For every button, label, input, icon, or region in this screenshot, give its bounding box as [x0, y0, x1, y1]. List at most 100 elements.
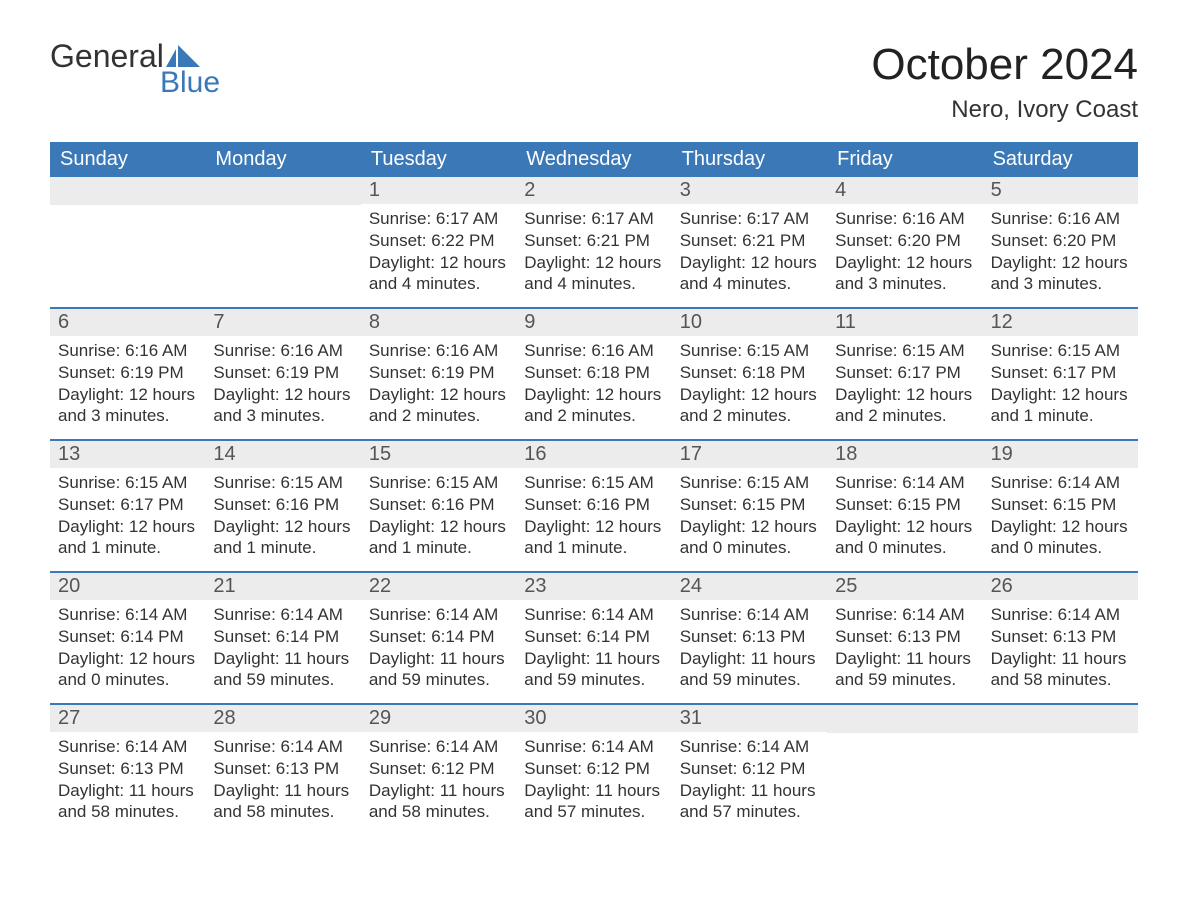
day-number: 20	[50, 573, 205, 600]
day-number: 21	[205, 573, 360, 600]
day-details: Sunrise: 6:14 AMSunset: 6:14 PMDaylight:…	[361, 604, 516, 691]
calendar-body: 1 Sunrise: 6:17 AMSunset: 6:22 PMDaylight…	[50, 177, 1138, 835]
day-details: Sunrise: 6:14 AMSunset: 6:13 PMDaylight:…	[205, 736, 360, 823]
week-row: 1 Sunrise: 6:17 AMSunset: 6:22 PMDaylight…	[50, 177, 1138, 307]
day-cell: 4Sunrise: 6:16 AMSunset: 6:20 PMDaylight…	[827, 177, 982, 307]
day-details: Sunrise: 6:16 AMSunset: 6:19 PMDaylight:…	[361, 340, 516, 427]
day-number: 25	[827, 573, 982, 600]
weekday-header-row: SundayMondayTuesdayWednesdayThursdayFrid…	[50, 142, 1138, 177]
weekday-tuesday: Tuesday	[361, 142, 516, 177]
brand-word-1: General	[50, 40, 164, 72]
day-number	[50, 177, 205, 205]
day-details: Sunrise: 6:14 AMSunset: 6:13 PMDaylight:…	[827, 604, 982, 691]
day-details: Sunrise: 6:15 AMSunset: 6:15 PMDaylight:…	[672, 472, 827, 559]
day-cell: 2 Sunrise: 6:17 AMSunset: 6:21 PMDaylight…	[516, 177, 671, 307]
weekday-monday: Monday	[205, 142, 360, 177]
day-cell: 25 Sunrise: 6:14 AMSunset: 6:13 PMDayligh…	[827, 573, 982, 703]
day-cell: 13Sunrise: 6:15 AMSunset: 6:17 PMDayligh…	[50, 441, 205, 571]
day-number: 26	[983, 573, 1138, 600]
day-details: Sunrise: 6:15 AMSunset: 6:17 PMDaylight:…	[827, 340, 982, 427]
day-details: Sunrise: 6:16 AMSunset: 6:19 PMDaylight:…	[205, 340, 360, 427]
day-details: Sunrise: 6:14 AMSunset: 6:15 PMDaylight:…	[983, 472, 1138, 559]
day-cell: 1 Sunrise: 6:17 AMSunset: 6:22 PMDaylight…	[361, 177, 516, 307]
brand-word-2: Blue	[160, 68, 220, 98]
day-number: 5	[983, 177, 1138, 204]
day-number: 14	[205, 441, 360, 468]
day-cell	[50, 177, 205, 307]
day-details: Sunrise: 6:15 AMSunset: 6:16 PMDaylight:…	[205, 472, 360, 559]
day-number: 29	[361, 705, 516, 732]
day-cell: 9Sunrise: 6:16 AMSunset: 6:18 PMDaylight…	[516, 309, 671, 439]
day-number: 9	[516, 309, 671, 336]
week-row: 27Sunrise: 6:14 AMSunset: 6:13 PMDayligh…	[50, 703, 1138, 835]
day-details: Sunrise: 6:14 AMSunset: 6:12 PMDaylight:…	[516, 736, 671, 823]
day-cell: 3Sunrise: 6:17 AMSunset: 6:21 PMDaylight…	[672, 177, 827, 307]
day-details: Sunrise: 6:15 AMSunset: 6:17 PMDaylight:…	[983, 340, 1138, 427]
day-cell: 10Sunrise: 6:15 AMSunset: 6:18 PMDayligh…	[672, 309, 827, 439]
month-title: October 2024	[871, 40, 1138, 90]
day-cell: 15Sunrise: 6:15 AMSunset: 6:16 PMDayligh…	[361, 441, 516, 571]
day-cell: 12 Sunrise: 6:15 AMSunset: 6:17 PMDayligh…	[983, 309, 1138, 439]
day-details: Sunrise: 6:14 AMSunset: 6:15 PMDaylight:…	[827, 472, 982, 559]
day-cell	[983, 705, 1138, 835]
day-number: 17	[672, 441, 827, 468]
day-details: Sunrise: 6:15 AMSunset: 6:16 PMDaylight:…	[516, 472, 671, 559]
day-cell: 7 Sunrise: 6:16 AMSunset: 6:19 PMDaylight…	[205, 309, 360, 439]
day-details: Sunrise: 6:17 AMSunset: 6:22 PMDaylight:…	[361, 208, 516, 295]
day-number: 22	[361, 573, 516, 600]
day-number: 1	[361, 177, 516, 204]
day-number: 28	[205, 705, 360, 732]
day-number: 30	[516, 705, 671, 732]
day-details: Sunrise: 6:14 AMSunset: 6:14 PMDaylight:…	[50, 604, 205, 691]
day-cell: 28 Sunrise: 6:14 AMSunset: 6:13 PMDayligh…	[205, 705, 360, 835]
day-cell: 5 Sunrise: 6:16 AMSunset: 6:20 PMDaylight…	[983, 177, 1138, 307]
day-number: 7	[205, 309, 360, 336]
day-number: 8	[361, 309, 516, 336]
day-number: 16	[516, 441, 671, 468]
day-details: Sunrise: 6:14 AMSunset: 6:12 PMDaylight:…	[672, 736, 827, 823]
day-number: 12	[983, 309, 1138, 336]
day-details: Sunrise: 6:17 AMSunset: 6:21 PMDaylight:…	[516, 208, 671, 295]
day-number: 3	[672, 177, 827, 204]
day-number: 27	[50, 705, 205, 732]
day-cell	[827, 705, 982, 835]
week-row: 13Sunrise: 6:15 AMSunset: 6:17 PMDayligh…	[50, 439, 1138, 571]
day-number	[983, 705, 1138, 733]
day-details: Sunrise: 6:14 AMSunset: 6:14 PMDaylight:…	[205, 604, 360, 691]
day-cell: 20 Sunrise: 6:14 AMSunset: 6:14 PMDayligh…	[50, 573, 205, 703]
day-cell: 27 Sunrise: 6:14 AMSunset: 6:13 PMDayligh…	[50, 705, 205, 835]
day-details: Sunrise: 6:14 AMSunset: 6:13 PMDaylight:…	[672, 604, 827, 691]
day-number: 2	[516, 177, 671, 204]
calendar: SundayMondayTuesdayWednesdayThursdayFrid…	[50, 142, 1138, 835]
day-cell: 6Sunrise: 6:16 AMSunset: 6:19 PMDaylight…	[50, 309, 205, 439]
day-number: 19	[983, 441, 1138, 468]
day-cell: 21 Sunrise: 6:14 AMSunset: 6:14 PMDayligh…	[205, 573, 360, 703]
header: General Blue October 2024 Nero, Ivory Co…	[50, 40, 1138, 124]
brand-logo: General Blue	[50, 40, 220, 98]
day-number: 15	[361, 441, 516, 468]
day-number: 23	[516, 573, 671, 600]
weekday-sunday: Sunday	[50, 142, 205, 177]
day-number: 13	[50, 441, 205, 468]
day-details: Sunrise: 6:16 AMSunset: 6:20 PMDaylight:…	[983, 208, 1138, 295]
day-number: 6	[50, 309, 205, 336]
day-cell: 29Sunrise: 6:14 AMSunset: 6:12 PMDayligh…	[361, 705, 516, 835]
day-number: 31	[672, 705, 827, 732]
day-cell: 26 Sunrise: 6:14 AMSunset: 6:13 PMDayligh…	[983, 573, 1138, 703]
day-cell: 19 Sunrise: 6:14 AMSunset: 6:15 PMDayligh…	[983, 441, 1138, 571]
day-cell: 31 Sunrise: 6:14 AMSunset: 6:12 PMDayligh…	[672, 705, 827, 835]
day-details: Sunrise: 6:14 AMSunset: 6:13 PMDaylight:…	[983, 604, 1138, 691]
week-row: 6Sunrise: 6:16 AMSunset: 6:19 PMDaylight…	[50, 307, 1138, 439]
flag-icon	[166, 45, 200, 67]
day-number: 10	[672, 309, 827, 336]
day-details: Sunrise: 6:14 AMSunset: 6:13 PMDaylight:…	[50, 736, 205, 823]
day-number	[205, 177, 360, 205]
day-cell	[205, 177, 360, 307]
day-cell: 23Sunrise: 6:14 AMSunset: 6:14 PMDayligh…	[516, 573, 671, 703]
day-number: 18	[827, 441, 982, 468]
week-row: 20Sunrise: 6:14 AMSunset: 6:14 PMDayligh…	[50, 571, 1138, 703]
title-block: October 2024 Nero, Ivory Coast	[871, 40, 1138, 124]
weekday-wednesday: Wednesday	[516, 142, 671, 177]
day-cell: 16 Sunrise: 6:15 AMSunset: 6:16 PMDayligh…	[516, 441, 671, 571]
day-cell: 17 Sunrise: 6:15 AMSunset: 6:15 PMDayligh…	[672, 441, 827, 571]
